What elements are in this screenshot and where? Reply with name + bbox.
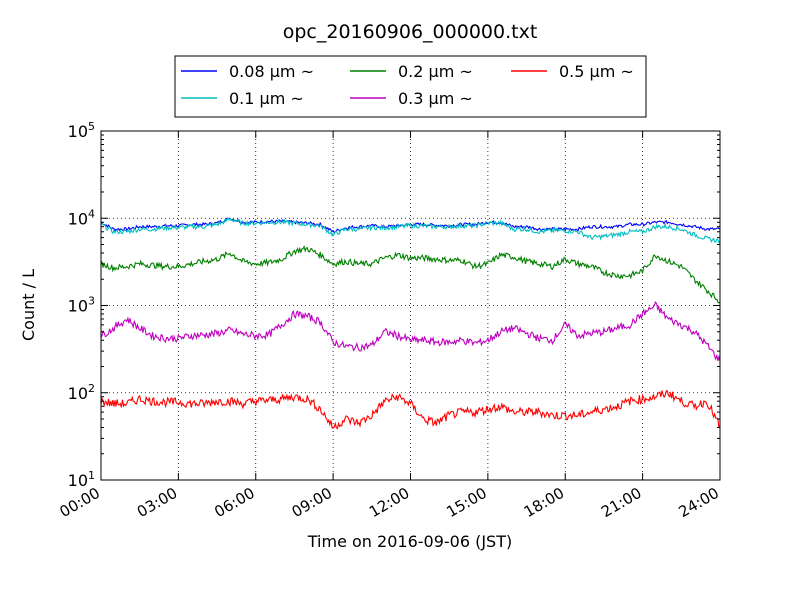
series-line [100, 217, 721, 244]
legend: 0.08 μm ~ 0.1 μm ~ 0.2 μm ~ 0.3 μm ~ 0.5 μm … [174, 55, 647, 118]
series-line [100, 245, 721, 304]
series-line [100, 301, 721, 362]
y-tick-label: 103 [68, 295, 95, 316]
series-layer [100, 217, 721, 430]
legend-label: 0.5 μm ~ [559, 62, 634, 81]
y-tick-labels: 101 102 103 104 105 [68, 120, 95, 490]
chart-title: opc_20160906_000000.txt [283, 21, 538, 43]
y-axis-label: Count / L [19, 269, 38, 341]
legend-label: 0.2 μm ~ [398, 62, 473, 81]
legend-label: 0.1 μm ~ [229, 89, 304, 108]
x-axis-label: Time on 2016-09-06 (JST) [307, 532, 512, 551]
y-tick-label: 105 [68, 120, 95, 141]
legend-label: 0.08 μm ~ [229, 62, 314, 81]
legend-box [174, 55, 647, 118]
series-line [100, 390, 721, 430]
y-tick-label: 102 [68, 382, 95, 403]
y-tick-label: 101 [68, 469, 95, 490]
legend-label: 0.3 μm ~ [398, 89, 473, 108]
y-tick-label: 104 [68, 207, 95, 228]
axis-ticks [100, 130, 721, 481]
